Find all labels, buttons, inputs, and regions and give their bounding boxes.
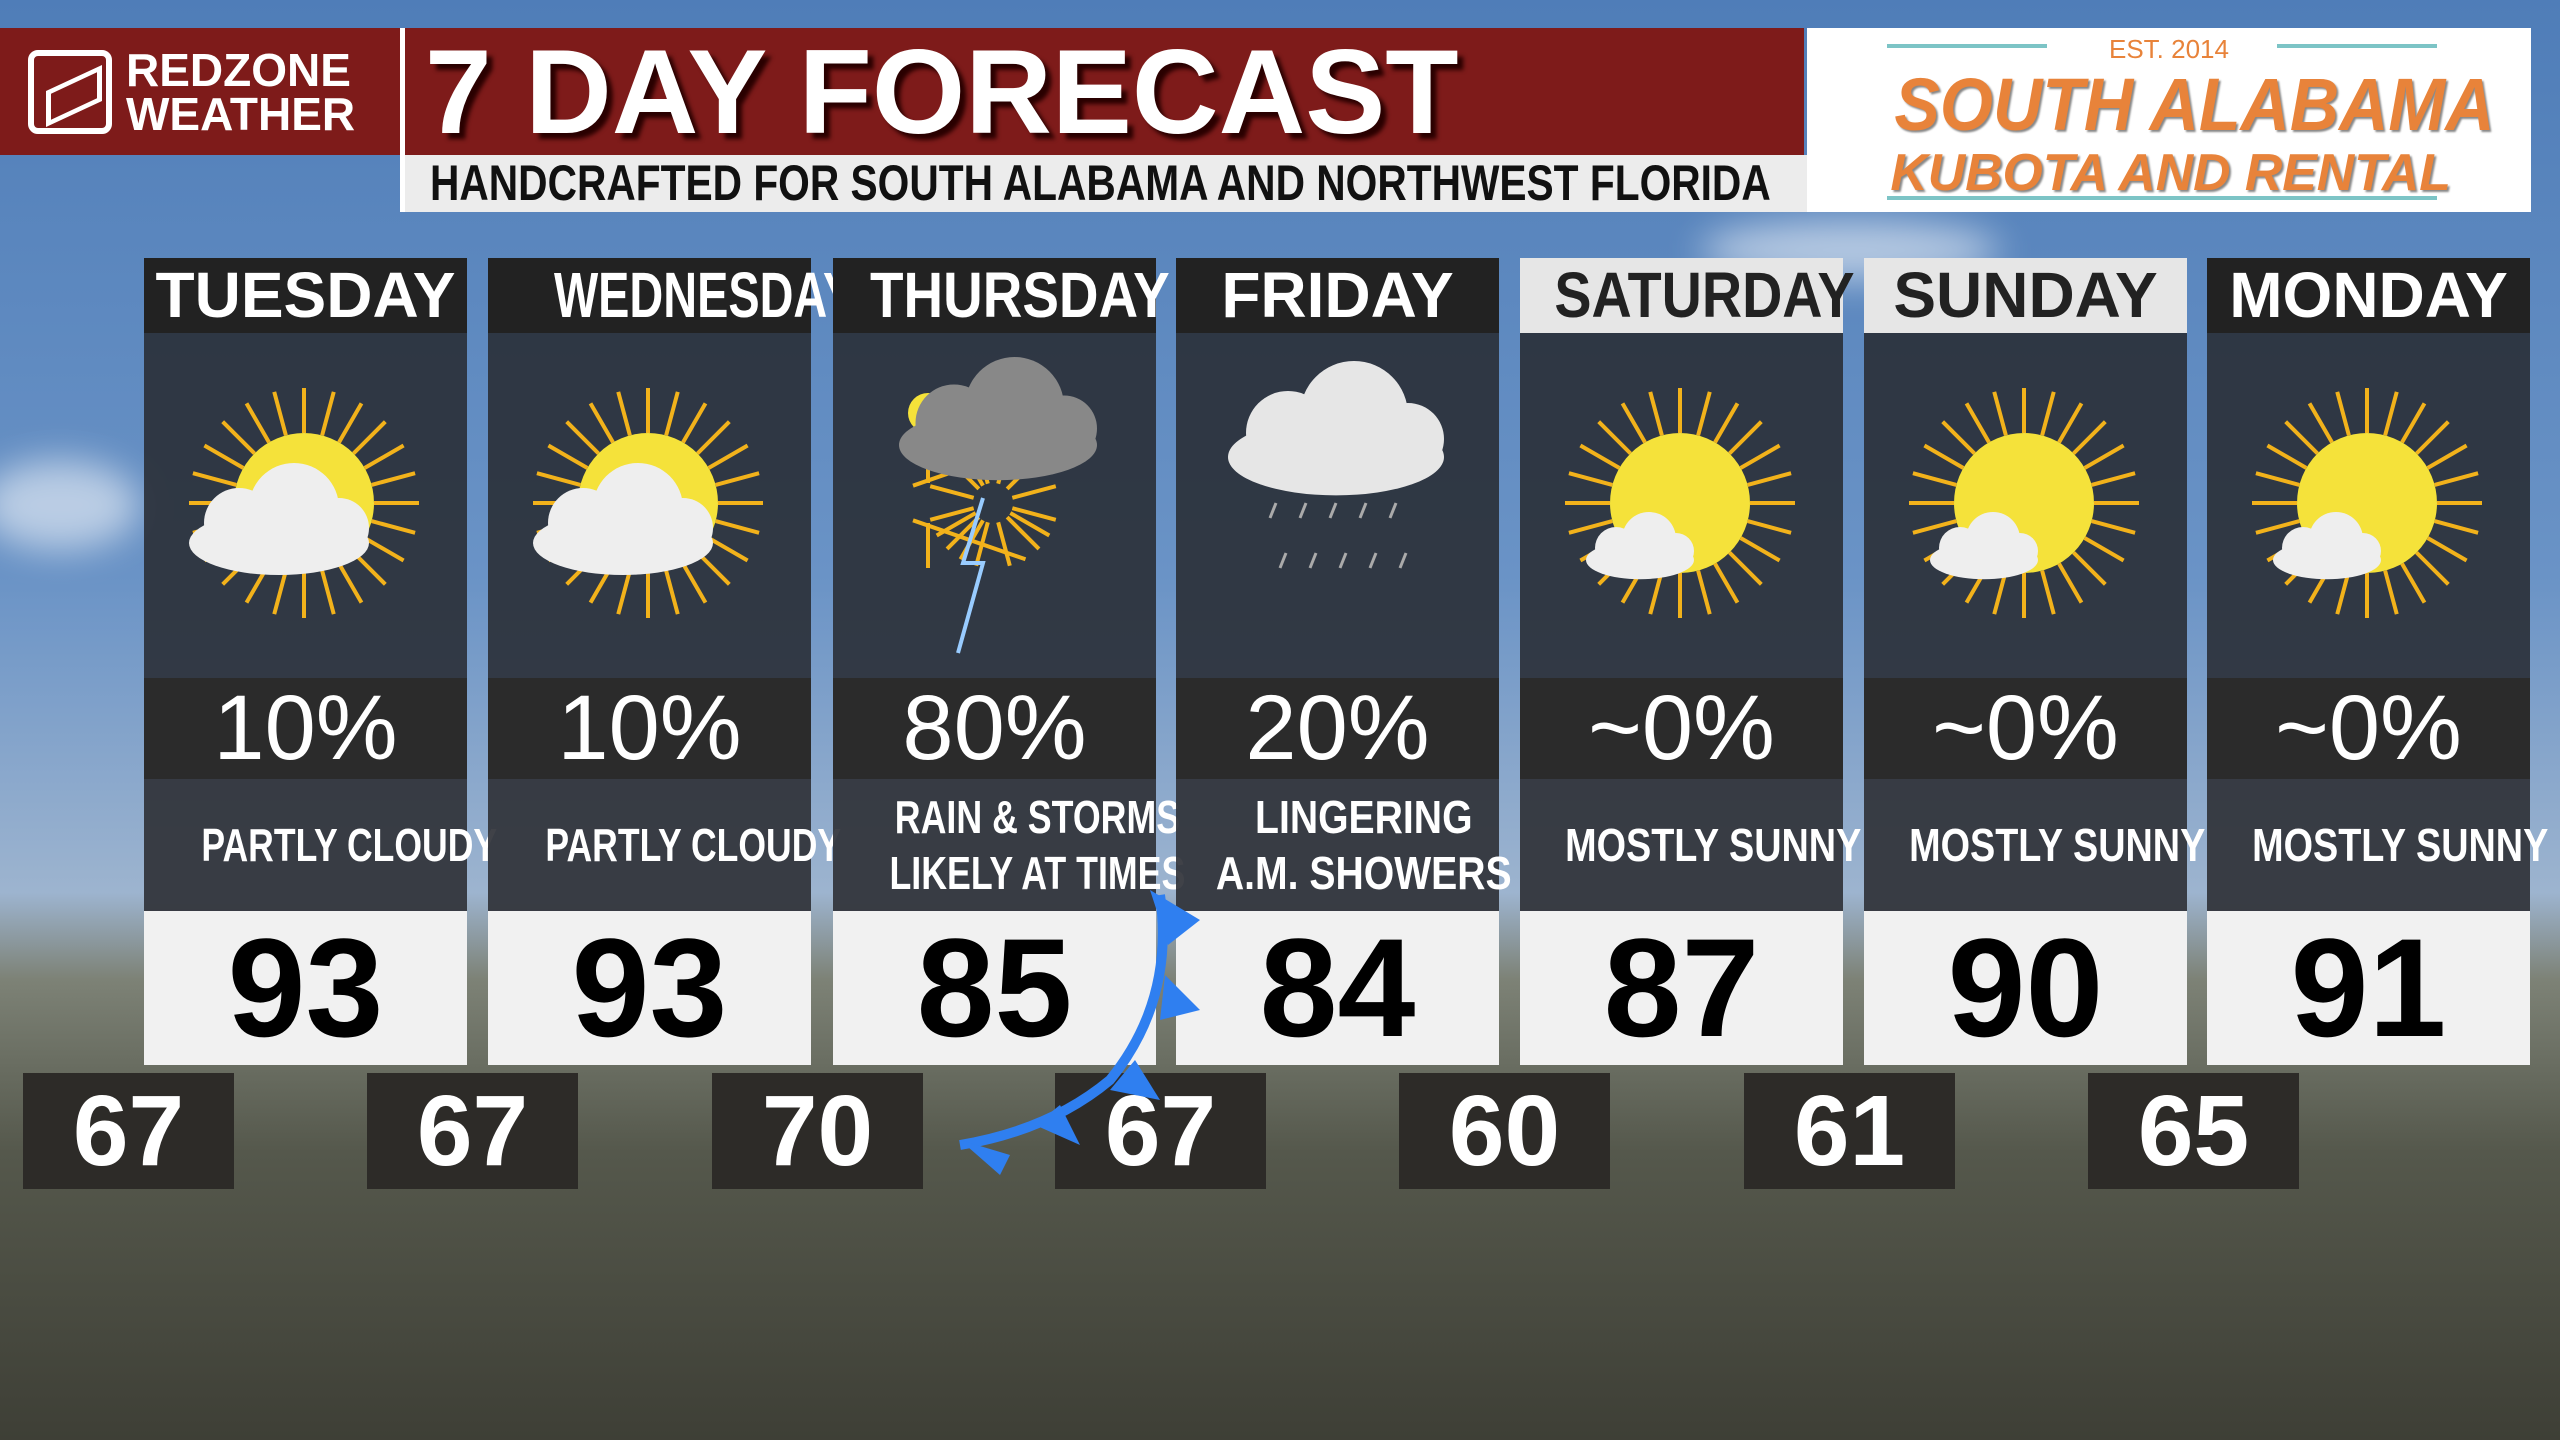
low-temp: 70 [712,1073,923,1189]
day-header: SATURDAY [1520,258,1854,333]
high-temp: 90 [1864,911,2187,1065]
page-title: 7 DAY FORECAST [425,25,1459,159]
low-temp: 67 [23,1073,234,1189]
condition-text: RAIN & STORMS LIKELY AT TIMES [889,791,1185,899]
day-header: TUESDAY [144,258,467,333]
low-temp: 60 [1399,1073,1610,1189]
brand-line1: REDZONE [126,43,351,96]
day-column: THURSDAY 80% RAIN & STORMS LIKELY AT TIM… [833,258,1185,1065]
day-name: FRIDAY [1221,259,1454,331]
day-header: WEDNESDAY [488,258,855,333]
day-header: SUNDAY [1864,258,2187,333]
day-name: SUNDAY [1893,259,2158,331]
sponsor-est: EST. 2014 [2109,34,2229,64]
condition-box: PARTLY CLOUDY [144,779,497,911]
day-header: MONDAY [2207,258,2530,333]
precip-chance: ~0% [1520,678,1843,779]
condition-text: LINGERING A.M. SHOWERS [1215,791,1512,899]
day-name: WEDNESDAY [554,259,855,331]
day-name: TUESDAY [155,259,456,331]
condition-box: PARTLY CLOUDY [488,779,841,911]
subtitle: HANDCRAFTED FOR SOUTH ALABAMA AND NORTHW… [430,155,1771,211]
partly-cloudy-icon [488,333,811,678]
high-temp: 85 [833,911,1156,1065]
high-temp: 87 [1520,911,1843,1065]
high-temp: 91 [2207,911,2530,1065]
condition-box: MOSTLY SUNNY [1864,779,2206,911]
mostly-sunny-icon [1864,333,2187,678]
mostly-sunny-icon [1520,333,1843,678]
day-header: THURSDAY [833,258,1169,333]
day-column: WEDNESDAY 10% PARTLY CLOUDY 93 [488,258,855,1065]
subtitle-bar: HANDCRAFTED FOR SOUTH ALABAMA AND NORTHW… [405,155,1807,212]
divider [400,28,405,212]
day-name: MONDAY [2229,259,2508,331]
low-temp: 67 [367,1073,578,1189]
thunderstorm-icon [833,333,1156,678]
sponsor-line1: SOUTH ALABAMA [1894,63,2495,146]
day-name: SATURDAY [1553,259,1855,331]
condition-box: LINGERING A.M. SHOWERS [1176,779,1511,911]
partly-cloudy-icon [144,333,467,678]
condition-box: RAIN & STORMS LIKELY AT TIMES [833,779,1185,911]
header-bar [0,28,1804,155]
precip-chance: 10% [488,678,811,779]
redzone-logo-icon [28,49,112,134]
precip-chance: ~0% [1864,678,2187,779]
high-temp: 93 [144,911,467,1065]
sponsor-logo: EST. 2014 SOUTH ALABAMA KUBOTA AND RENTA… [1807,28,2531,212]
sky-cloud [0,460,140,550]
cloud-showers-icon [1176,333,1499,678]
day-column: MONDAY ~0% MOSTLY SUNNY 91 [2207,258,2549,1065]
day-column: TUESDAY 10% PARTLY CLOUDY 93 [144,258,497,1065]
condition-text: PARTLY CLOUDY [545,819,841,871]
precip-chance: 20% [1176,678,1499,779]
day-column: SUNDAY ~0% MOSTLY SUNNY 90 [1864,258,2206,1065]
condition-box: MOSTLY SUNNY [1520,779,1862,911]
condition-text: MOSTLY SUNNY [1909,819,2206,871]
brand-line2: WEATHER [126,87,356,140]
precip-chance: 10% [144,678,467,779]
condition-box: MOSTLY SUNNY [2207,779,2549,911]
mostly-sunny-icon [2207,333,2530,678]
condition-text: MOSTLY SUNNY [2252,819,2549,871]
precip-chance: ~0% [2207,678,2530,779]
day-column: FRIDAY 20% LINGERING A.M. SHOWERS 84 [1176,258,1511,1065]
high-temp: 93 [488,911,811,1065]
low-temp: 61 [1744,1073,1955,1189]
condition-text: PARTLY CLOUDY [201,819,497,871]
condition-text: MOSTLY SUNNY [1565,819,1862,871]
low-temp: 67 [1055,1073,1266,1189]
sponsor-line2: KUBOTA AND RENTAL [1890,144,2451,202]
low-temp: 65 [2088,1073,2299,1189]
precip-chance: 80% [833,678,1156,779]
high-temp: 84 [1176,911,1499,1065]
redzone-logo: REDZONE WEATHER [0,28,397,155]
day-column: SATURDAY ~0% MOSTLY SUNNY 87 [1520,258,1862,1065]
day-name: THURSDAY [869,259,1170,331]
day-header: FRIDAY [1176,258,1499,333]
